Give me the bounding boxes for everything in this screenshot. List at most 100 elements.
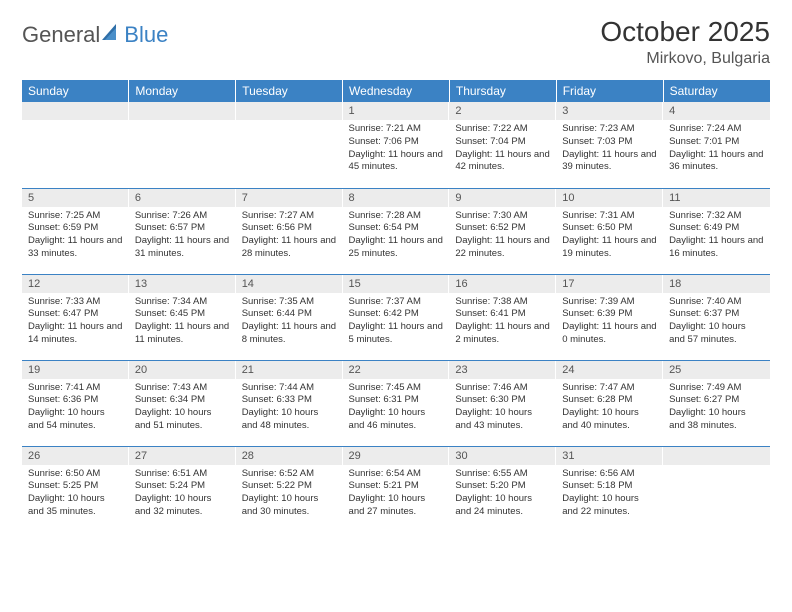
calendar-day-cell: 29Sunrise: 6:54 AMSunset: 5:21 PMDayligh… bbox=[343, 446, 450, 532]
day-details: Sunrise: 7:31 AMSunset: 6:50 PMDaylight:… bbox=[556, 207, 663, 265]
day-details: Sunrise: 7:45 AMSunset: 6:31 PMDaylight:… bbox=[343, 379, 450, 437]
calendar-day-cell bbox=[236, 102, 343, 188]
day-details: Sunrise: 7:22 AMSunset: 7:04 PMDaylight:… bbox=[449, 120, 556, 178]
sunrise-text: Sunrise: 7:35 AM bbox=[242, 296, 337, 309]
sunset-text: Sunset: 6:59 PM bbox=[28, 222, 123, 235]
sunset-text: Sunset: 6:28 PM bbox=[562, 394, 657, 407]
calendar-day-cell: 18Sunrise: 7:40 AMSunset: 6:37 PMDayligh… bbox=[663, 274, 770, 360]
weekday-header: Friday bbox=[556, 80, 663, 102]
weekday-header: Thursday bbox=[449, 80, 556, 102]
sunrise-text: Sunrise: 7:31 AM bbox=[562, 210, 657, 223]
sunrise-text: Sunrise: 6:54 AM bbox=[349, 468, 444, 481]
day-number: 21 bbox=[236, 361, 343, 379]
daylight-text: Daylight: 10 hours and 30 minutes. bbox=[242, 493, 337, 519]
day-number: 24 bbox=[556, 361, 663, 379]
day-number: 22 bbox=[343, 361, 450, 379]
calendar-day-cell: 2Sunrise: 7:22 AMSunset: 7:04 PMDaylight… bbox=[449, 102, 556, 188]
sunrise-text: Sunrise: 7:33 AM bbox=[28, 296, 123, 309]
daylight-text: Daylight: 11 hours and 16 minutes. bbox=[669, 235, 764, 261]
day-number: 31 bbox=[556, 447, 663, 465]
sunset-text: Sunset: 7:04 PM bbox=[455, 136, 550, 149]
sunrise-text: Sunrise: 7:38 AM bbox=[455, 296, 550, 309]
calendar-table: Sunday Monday Tuesday Wednesday Thursday… bbox=[22, 80, 770, 532]
calendar-day-cell: 23Sunrise: 7:46 AMSunset: 6:30 PMDayligh… bbox=[449, 360, 556, 446]
day-details: Sunrise: 7:24 AMSunset: 7:01 PMDaylight:… bbox=[663, 120, 770, 178]
sunset-text: Sunset: 7:03 PM bbox=[562, 136, 657, 149]
day-details: Sunrise: 7:34 AMSunset: 6:45 PMDaylight:… bbox=[129, 293, 236, 351]
day-number: 20 bbox=[129, 361, 236, 379]
sunrise-text: Sunrise: 7:28 AM bbox=[349, 210, 444, 223]
calendar-day-cell: 13Sunrise: 7:34 AMSunset: 6:45 PMDayligh… bbox=[129, 274, 236, 360]
day-number: 19 bbox=[22, 361, 129, 379]
day-number: 16 bbox=[449, 275, 556, 293]
sunset-text: Sunset: 6:42 PM bbox=[349, 308, 444, 321]
calendar-day-cell bbox=[663, 446, 770, 532]
sunset-text: Sunset: 6:27 PM bbox=[669, 394, 764, 407]
sunset-text: Sunset: 6:39 PM bbox=[562, 308, 657, 321]
day-details: Sunrise: 7:43 AMSunset: 6:34 PMDaylight:… bbox=[129, 379, 236, 437]
day-details: Sunrise: 7:23 AMSunset: 7:03 PMDaylight:… bbox=[556, 120, 663, 178]
sunrise-text: Sunrise: 7:46 AM bbox=[455, 382, 550, 395]
day-details: Sunrise: 6:55 AMSunset: 5:20 PMDaylight:… bbox=[449, 465, 556, 523]
sunrise-text: Sunrise: 7:34 AM bbox=[135, 296, 230, 309]
calendar-day-cell: 24Sunrise: 7:47 AMSunset: 6:28 PMDayligh… bbox=[556, 360, 663, 446]
calendar-day-cell: 20Sunrise: 7:43 AMSunset: 6:34 PMDayligh… bbox=[129, 360, 236, 446]
day-details: Sunrise: 7:35 AMSunset: 6:44 PMDaylight:… bbox=[236, 293, 343, 351]
sunrise-text: Sunrise: 7:23 AM bbox=[562, 123, 657, 136]
sunrise-text: Sunrise: 7:44 AM bbox=[242, 382, 337, 395]
calendar-day-cell: 28Sunrise: 6:52 AMSunset: 5:22 PMDayligh… bbox=[236, 446, 343, 532]
sunrise-text: Sunrise: 7:26 AM bbox=[135, 210, 230, 223]
weekday-header: Sunday bbox=[22, 80, 129, 102]
day-details: Sunrise: 7:46 AMSunset: 6:30 PMDaylight:… bbox=[449, 379, 556, 437]
daylight-text: Daylight: 10 hours and 24 minutes. bbox=[455, 493, 550, 519]
daylight-text: Daylight: 10 hours and 40 minutes. bbox=[562, 407, 657, 433]
sunset-text: Sunset: 6:57 PM bbox=[135, 222, 230, 235]
sunset-text: Sunset: 5:24 PM bbox=[135, 480, 230, 493]
calendar-day-cell: 12Sunrise: 7:33 AMSunset: 6:47 PMDayligh… bbox=[22, 274, 129, 360]
sunset-text: Sunset: 6:37 PM bbox=[669, 308, 764, 321]
sunset-text: Sunset: 6:36 PM bbox=[28, 394, 123, 407]
daylight-text: Daylight: 11 hours and 22 minutes. bbox=[455, 235, 550, 261]
daylight-text: Daylight: 11 hours and 19 minutes. bbox=[562, 235, 657, 261]
sunset-text: Sunset: 5:20 PM bbox=[455, 480, 550, 493]
sunrise-text: Sunrise: 6:51 AM bbox=[135, 468, 230, 481]
day-number bbox=[236, 102, 343, 120]
title-block: October 2025 Mirkovo, Bulgaria bbox=[600, 16, 770, 68]
daylight-text: Daylight: 11 hours and 25 minutes. bbox=[349, 235, 444, 261]
calendar-day-cell: 26Sunrise: 6:50 AMSunset: 5:25 PMDayligh… bbox=[22, 446, 129, 532]
day-number: 28 bbox=[236, 447, 343, 465]
daylight-text: Daylight: 10 hours and 48 minutes. bbox=[242, 407, 337, 433]
sunset-text: Sunset: 6:49 PM bbox=[669, 222, 764, 235]
daylight-text: Daylight: 10 hours and 51 minutes. bbox=[135, 407, 230, 433]
daylight-text: Daylight: 11 hours and 45 minutes. bbox=[349, 149, 444, 175]
day-details: Sunrise: 7:40 AMSunset: 6:37 PMDaylight:… bbox=[663, 293, 770, 351]
sunset-text: Sunset: 6:50 PM bbox=[562, 222, 657, 235]
daylight-text: Daylight: 11 hours and 0 minutes. bbox=[562, 321, 657, 347]
day-number: 2 bbox=[449, 102, 556, 120]
day-number: 12 bbox=[22, 275, 129, 293]
daylight-text: Daylight: 11 hours and 31 minutes. bbox=[135, 235, 230, 261]
calendar-week-row: 5Sunrise: 7:25 AMSunset: 6:59 PMDaylight… bbox=[22, 188, 770, 274]
sunrise-text: Sunrise: 7:25 AM bbox=[28, 210, 123, 223]
weekday-header: Saturday bbox=[663, 80, 770, 102]
sunrise-text: Sunrise: 7:37 AM bbox=[349, 296, 444, 309]
brand-logo: General Blue bbox=[22, 16, 168, 48]
day-number: 8 bbox=[343, 189, 450, 207]
brand-text-1: General bbox=[22, 22, 100, 48]
day-number: 10 bbox=[556, 189, 663, 207]
calendar-day-cell: 22Sunrise: 7:45 AMSunset: 6:31 PMDayligh… bbox=[343, 360, 450, 446]
day-details: Sunrise: 6:54 AMSunset: 5:21 PMDaylight:… bbox=[343, 465, 450, 523]
day-number: 29 bbox=[343, 447, 450, 465]
sunrise-text: Sunrise: 6:56 AM bbox=[562, 468, 657, 481]
calendar-day-cell: 7Sunrise: 7:27 AMSunset: 6:56 PMDaylight… bbox=[236, 188, 343, 274]
calendar-week-row: 26Sunrise: 6:50 AMSunset: 5:25 PMDayligh… bbox=[22, 446, 770, 532]
sunset-text: Sunset: 6:47 PM bbox=[28, 308, 123, 321]
daylight-text: Daylight: 10 hours and 57 minutes. bbox=[669, 321, 764, 347]
day-number: 13 bbox=[129, 275, 236, 293]
daylight-text: Daylight: 11 hours and 5 minutes. bbox=[349, 321, 444, 347]
daylight-text: Daylight: 10 hours and 27 minutes. bbox=[349, 493, 444, 519]
calendar-day-cell: 5Sunrise: 7:25 AMSunset: 6:59 PMDaylight… bbox=[22, 188, 129, 274]
calendar-day-cell: 19Sunrise: 7:41 AMSunset: 6:36 PMDayligh… bbox=[22, 360, 129, 446]
sunrise-text: Sunrise: 7:45 AM bbox=[349, 382, 444, 395]
calendar-day-cell: 14Sunrise: 7:35 AMSunset: 6:44 PMDayligh… bbox=[236, 274, 343, 360]
